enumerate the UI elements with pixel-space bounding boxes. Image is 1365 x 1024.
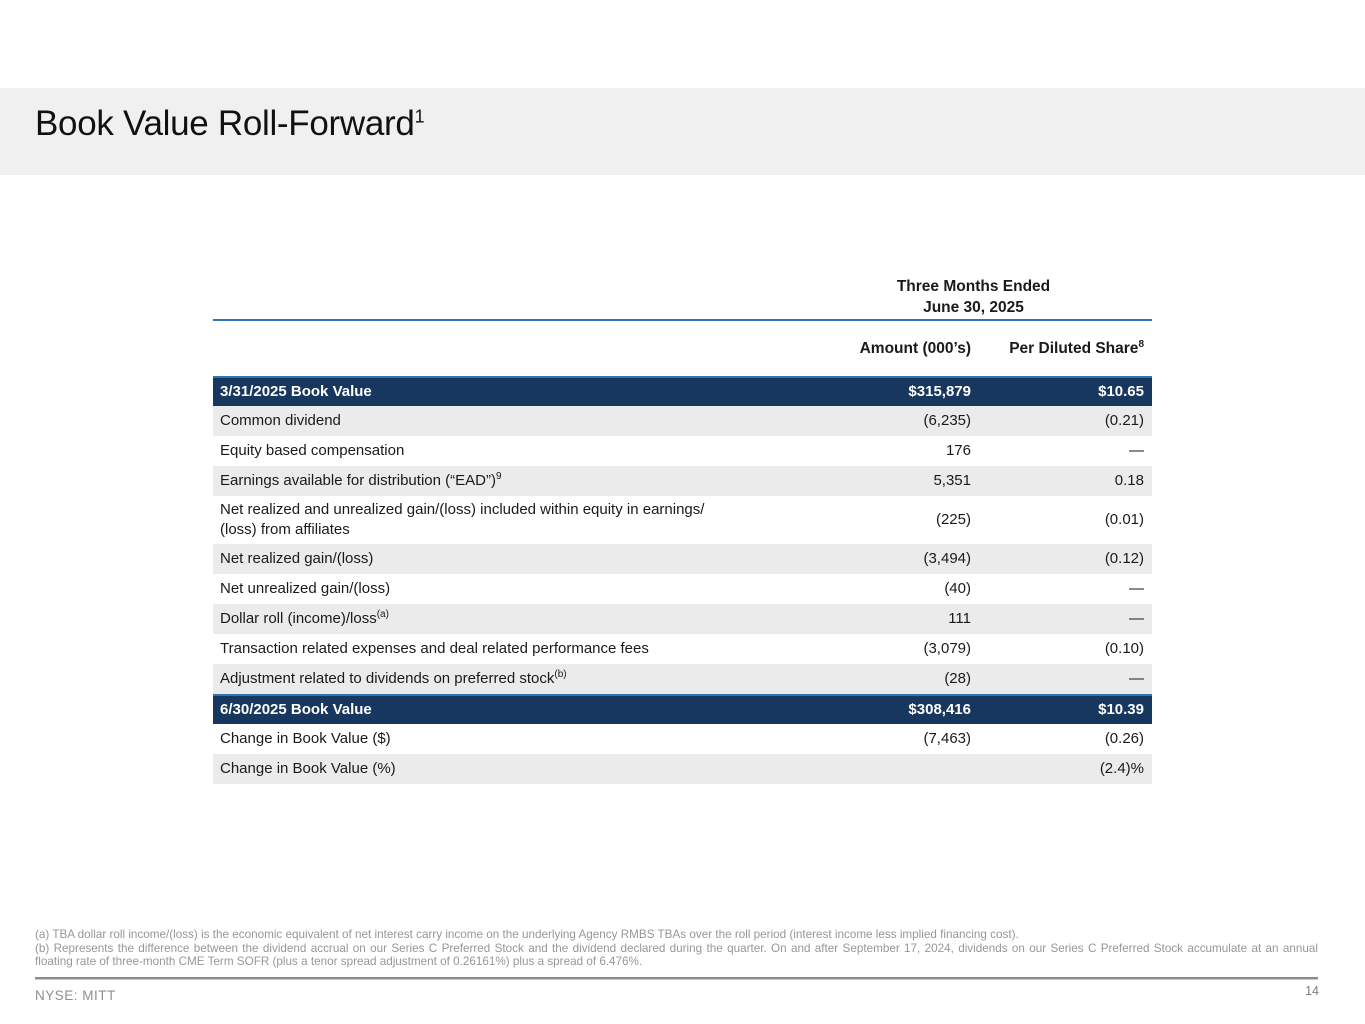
row-amount: (225) [935,511,971,528]
row-label: Earnings available for distribution (“EA… [220,472,496,489]
row-amount: $308,416 [908,701,971,718]
table-row: Net unrealized gain/(loss) (40) — [213,574,1152,604]
row-share: (0.10) [1104,640,1144,657]
column-headers: Amount (000’s) Per Diluted Share8 [213,321,1152,376]
column-header-share: Per Diluted Share8 [1009,338,1144,357]
table-row: Common dividend (6,235) (0.21) [213,406,1152,436]
table-row: Adjustment related to dividends on prefe… [213,664,1152,694]
ticker-label: NYSE: MITT [35,988,116,1003]
row-share: — [1129,610,1144,627]
table-row: Equity based compensation 176 — [213,436,1152,466]
row-amount: 5,351 [933,472,971,489]
row-label: Net unrealized gain/(loss) [220,580,391,597]
row-label: Net realized gain/(loss) [220,550,374,567]
row-share: (0.12) [1104,550,1144,567]
row-share: $10.39 [1098,701,1144,718]
row-label: 6/30/2025 Book Value [220,701,372,718]
row-share: (2.4)% [1099,760,1144,777]
title-band: Book Value Roll-Forward1 [0,88,1365,175]
row-amount: (6,235) [923,412,971,429]
table-row: Dollar roll (income)/loss(a) 111 — [213,604,1152,634]
row-amount: (40) [944,580,971,597]
row-label: Adjustment related to dividends on prefe… [220,670,555,687]
page-title: Book Value Roll-Forward1 [35,104,425,143]
row-amount: 176 [945,442,971,459]
column-header-amount: Amount (000’s) [859,339,971,357]
row-label-superscript: (b) [554,669,567,680]
row-share: 0.18 [1114,472,1144,489]
table-row: 3/31/2025 Book Value $315,879 $10.65 [213,376,1152,406]
header-underline [213,319,1152,321]
row-label: Net realized and unrealized gain/(loss) … [220,501,705,538]
table-row: Net realized gain/(loss) (3,494) (0.12) [213,544,1152,574]
row-label-superscript: (a) [376,609,389,620]
row-share: — [1129,670,1144,687]
row-share: (0.26) [1104,730,1144,747]
footnote-b: (b) Represents the difference between th… [35,941,1318,969]
table-row: Net realized and unrealized gain/(loss) … [213,496,1152,544]
table-row: Transaction related expenses and deal re… [213,634,1152,664]
period-header-line2: June 30, 2025 [923,299,1024,316]
row-label: 3/31/2025 Book Value [220,383,372,400]
row-share: (0.01) [1104,511,1144,528]
footnotes: (a) TBA dollar roll income/(loss) is the… [35,928,1318,969]
table-row: Earnings available for distribution (“EA… [213,466,1152,496]
row-label: Transaction related expenses and deal re… [220,640,649,657]
row-amount: $315,879 [908,383,971,400]
row-amount: (7,463) [923,730,971,747]
row-share: — [1129,442,1144,459]
row-label: Common dividend [220,412,341,429]
row-share: (0.21) [1104,412,1144,429]
footer-divider [35,977,1318,980]
row-label: Equity based compensation [220,442,405,459]
row-amount: (3,494) [923,550,971,567]
footnote-a: (a) TBA dollar roll income/(loss) is the… [35,928,1019,941]
row-share: — [1129,580,1144,597]
table-row: Change in Book Value (%) (2.4)% [213,754,1152,784]
row-amount: 111 [948,610,971,627]
title-superscript: 1 [414,106,425,127]
row-label-superscript: 9 [495,471,502,482]
row-amount: (3,079) [923,640,971,657]
share-superscript: 8 [1138,338,1144,350]
table-row: Change in Book Value ($) (7,463) (0.26) [213,724,1152,754]
book-value-roll-forward-table: Three Months Ended June 30, 2025 Amount … [213,276,1152,784]
period-header: Three Months Ended June 30, 2025 [795,276,1152,319]
period-header-line1: Three Months Ended [896,278,1051,295]
row-amount: (28) [944,670,971,687]
page-number: 14 [1305,984,1319,998]
row-label: Change in Book Value (%) [220,760,396,777]
table-row: 6/30/2025 Book Value $308,416 $10.39 [213,694,1152,724]
row-label: Dollar roll (income)/loss [220,610,377,627]
row-label: Change in Book Value ($) [220,730,391,747]
row-share: $10.65 [1098,383,1144,400]
